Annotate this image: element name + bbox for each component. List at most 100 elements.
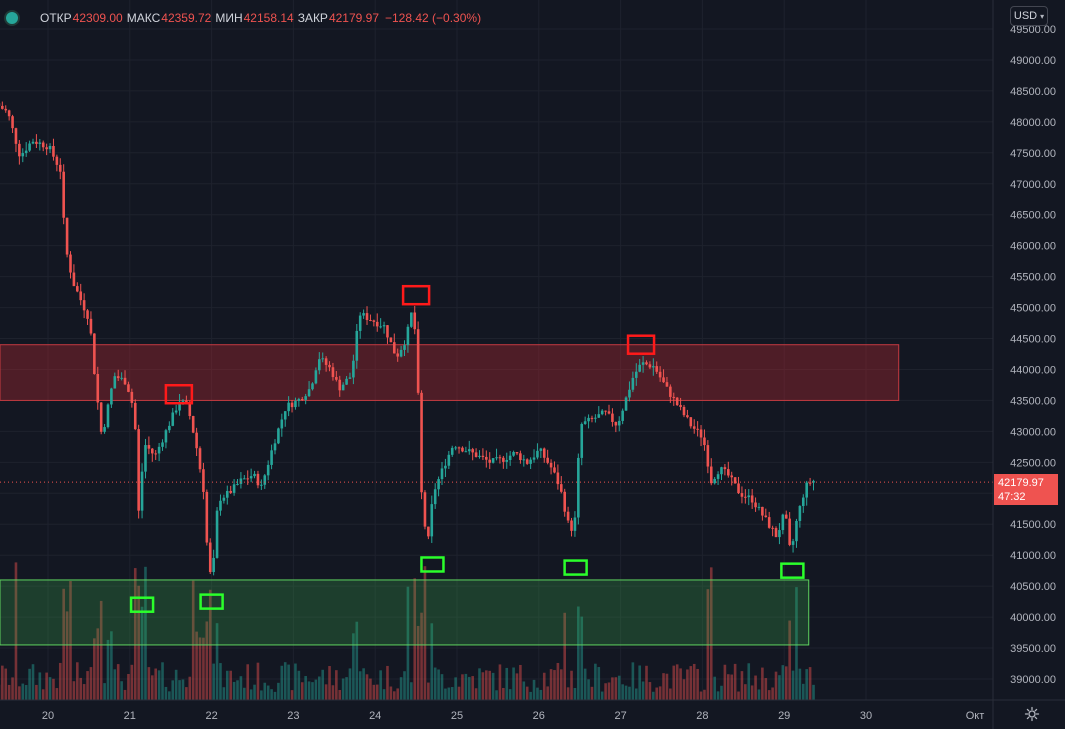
candle-body	[229, 490, 232, 493]
volume-bar	[583, 668, 587, 700]
volume-bar	[420, 612, 423, 700]
swing-low-marker	[420, 556, 445, 573]
volume-bar	[747, 663, 751, 700]
volume-bar	[485, 670, 488, 700]
candle-body	[41, 142, 45, 148]
candle-body	[69, 254, 72, 273]
candle-body	[65, 217, 69, 255]
price-tick-label: 46500.00	[1010, 210, 1056, 222]
candle-body	[31, 141, 35, 144]
candle-body	[256, 473, 260, 486]
candle-body	[147, 445, 151, 449]
volume-bar	[532, 679, 536, 700]
volume-bar	[675, 664, 679, 700]
time-tick-label: 21	[124, 710, 136, 722]
candle-body	[331, 367, 335, 378]
candle-body	[82, 300, 86, 311]
candle-body	[778, 530, 781, 538]
volume-bar	[699, 691, 703, 700]
volume-bar	[447, 687, 451, 700]
price-tick-label: 43500.00	[1010, 395, 1056, 407]
volume-bar	[491, 672, 495, 700]
volume-bar	[58, 662, 62, 700]
volume-bar	[761, 667, 764, 700]
market-status-icon[interactable]	[6, 12, 18, 24]
volume-bar	[273, 691, 277, 700]
volume-bar	[280, 665, 284, 700]
candle-body	[420, 392, 423, 493]
volume-bar	[137, 585, 140, 700]
candle-body	[498, 457, 502, 459]
volume-bar	[321, 669, 325, 700]
candle-body	[198, 448, 202, 470]
candle-body	[542, 448, 546, 458]
candle-body	[798, 506, 802, 521]
volume-bar	[556, 662, 560, 700]
volume-bar	[464, 673, 468, 700]
candle-body	[512, 452, 515, 456]
volume-bar	[519, 664, 522, 700]
candle-body	[219, 500, 222, 511]
candle-body	[525, 459, 529, 464]
resistance-zone	[0, 344, 900, 401]
volume-bar	[430, 623, 434, 700]
volume-bar	[277, 682, 280, 700]
volume-bar	[362, 668, 365, 700]
volume-bar	[215, 623, 219, 700]
volume-bar	[386, 665, 389, 700]
currency-selector[interactable]: USD ▾	[1010, 6, 1048, 26]
candle-body	[761, 506, 764, 516]
time-tick-label: 29	[778, 710, 790, 722]
volume-bar	[750, 685, 754, 700]
candle-body	[93, 333, 96, 375]
candle-body	[801, 497, 805, 507]
volume-bar	[733, 663, 737, 700]
close-value: 42179.97	[328, 11, 379, 25]
volume-bar	[256, 662, 260, 700]
volume-bar	[590, 686, 594, 700]
candle-body	[774, 528, 778, 538]
candle-body	[532, 457, 536, 460]
candle-body	[120, 377, 123, 379]
price-tick-label: 44500.00	[1010, 334, 1056, 346]
volume-bar	[808, 667, 812, 700]
candle-body	[232, 484, 236, 493]
candle-body	[679, 405, 682, 407]
candle-body	[771, 527, 774, 529]
candle-body	[21, 153, 25, 157]
volume-bar	[413, 578, 417, 700]
candle-body	[594, 417, 597, 419]
candle-body	[784, 514, 788, 519]
candle-body	[617, 420, 621, 426]
volume-bar	[461, 674, 464, 700]
candle-body	[580, 424, 584, 458]
ohlc-legend: ОТКР 42309.00 МАКС 42359.72 МИН 42158.14 ЗА…	[6, 9, 481, 27]
candle-body	[754, 502, 757, 508]
candle-body	[389, 337, 393, 343]
volume-bar	[498, 664, 502, 700]
candle-body	[311, 383, 314, 390]
volume-bar	[658, 686, 662, 700]
candle-body	[249, 476, 253, 479]
volume-bar	[495, 690, 498, 700]
volume-bar	[188, 676, 192, 700]
candle-body	[202, 469, 205, 492]
gear-icon[interactable]	[1024, 706, 1040, 722]
candle-body	[28, 143, 31, 151]
price-tick-label: 41500.00	[1010, 519, 1056, 531]
swing-high-marker	[401, 284, 431, 306]
swing-high-marker	[626, 334, 656, 355]
candle-body	[406, 326, 410, 346]
volume-bar	[79, 677, 83, 700]
volume-bar	[382, 689, 386, 700]
candle-body	[628, 389, 631, 398]
candle-body	[137, 429, 140, 511]
candle-body	[440, 468, 444, 480]
candle-body	[38, 142, 42, 144]
volume-bar	[352, 633, 355, 700]
volume-bar	[812, 684, 815, 700]
volume-bar	[99, 600, 103, 700]
volume-bar	[144, 566, 147, 700]
